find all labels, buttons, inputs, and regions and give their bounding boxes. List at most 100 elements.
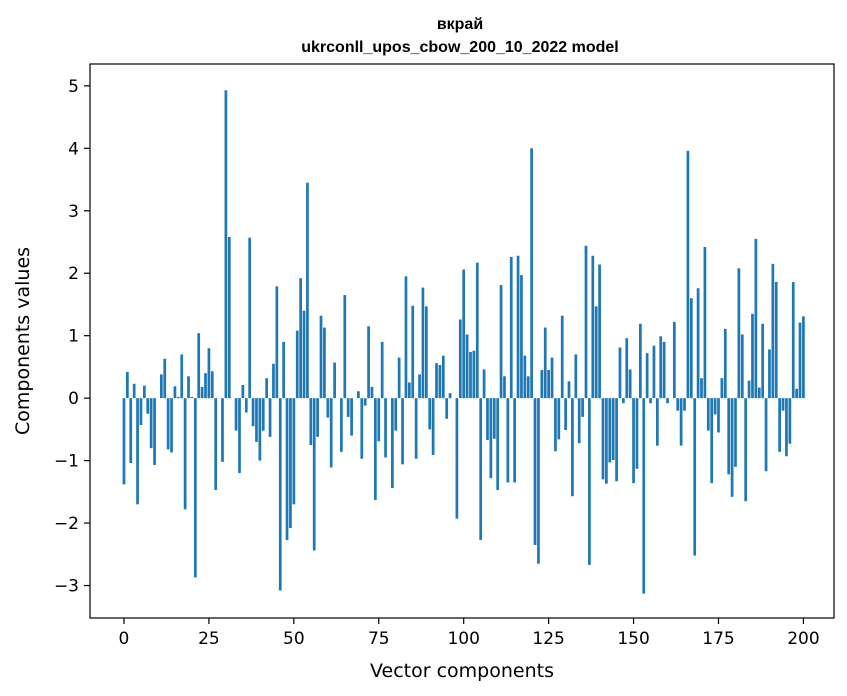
bar — [486, 398, 489, 440]
bar — [421, 287, 425, 399]
bar — [139, 398, 143, 426]
bar — [424, 306, 428, 399]
bar — [251, 398, 255, 427]
bar — [438, 365, 442, 399]
bar — [431, 398, 435, 455]
bar — [323, 327, 326, 399]
bar — [465, 334, 469, 399]
bar — [550, 357, 554, 399]
bar — [333, 362, 336, 399]
bar — [204, 373, 207, 399]
bar — [740, 334, 744, 399]
bar — [407, 382, 411, 399]
bar — [764, 398, 768, 472]
bar — [499, 285, 503, 399]
bar — [700, 378, 703, 399]
bar — [798, 322, 802, 399]
bar — [635, 398, 639, 469]
bar — [285, 398, 289, 540]
bar — [676, 398, 680, 411]
bar — [615, 398, 618, 482]
bar — [757, 387, 761, 399]
bar — [554, 398, 557, 452]
bar — [163, 358, 167, 399]
bar — [401, 398, 404, 465]
bar — [605, 398, 608, 484]
bar — [193, 398, 197, 578]
bar — [258, 398, 262, 461]
bar — [737, 268, 741, 399]
bar — [197, 333, 201, 399]
bar — [479, 398, 483, 540]
bar — [560, 315, 564, 399]
bar — [306, 182, 309, 399]
y-tick-label: −3 — [54, 577, 79, 597]
bar — [703, 247, 707, 399]
bar — [316, 398, 319, 437]
bar — [625, 338, 629, 399]
bar — [594, 306, 598, 399]
x-tick-label: 100 — [447, 629, 479, 649]
bar — [129, 398, 133, 464]
bar — [374, 398, 377, 500]
bar — [414, 398, 418, 459]
bar — [727, 398, 731, 475]
x-tick-label: 150 — [617, 629, 649, 649]
bar — [482, 369, 486, 399]
bar — [496, 398, 500, 490]
bar — [462, 269, 466, 399]
bar — [588, 398, 591, 565]
bar — [628, 369, 632, 399]
x-tick-label: 25 — [198, 629, 220, 649]
bar — [248, 237, 252, 399]
bar — [173, 386, 177, 399]
bar — [659, 336, 663, 399]
bar — [686, 150, 690, 399]
bar — [645, 353, 649, 399]
bar — [581, 398, 584, 417]
bar — [574, 354, 578, 399]
bar — [380, 341, 384, 399]
bar — [122, 398, 126, 485]
bar — [146, 398, 150, 414]
bar — [241, 385, 245, 399]
bar — [428, 398, 432, 430]
bar — [489, 398, 493, 479]
bar — [693, 398, 697, 556]
bar — [723, 328, 727, 399]
bar — [391, 398, 394, 489]
bar — [411, 305, 415, 399]
bar — [278, 398, 282, 591]
bar — [136, 398, 139, 505]
bar — [598, 264, 601, 399]
bar — [492, 398, 496, 439]
bar — [445, 398, 449, 419]
bar — [672, 321, 676, 399]
bar — [340, 398, 343, 452]
bar — [567, 381, 571, 399]
bar — [326, 398, 330, 418]
bar — [781, 398, 785, 411]
bar — [662, 341, 666, 399]
bar — [166, 398, 170, 450]
bar — [774, 281, 778, 399]
bar — [418, 374, 421, 399]
bar — [435, 363, 438, 399]
bar — [282, 341, 285, 399]
bar — [227, 237, 231, 399]
bar — [210, 371, 214, 399]
bar — [520, 275, 523, 399]
bar — [571, 398, 574, 497]
bar — [170, 398, 173, 453]
bar — [360, 398, 364, 459]
y-tick-label: 3 — [68, 202, 79, 222]
bar — [441, 355, 445, 399]
bar — [397, 357, 401, 399]
y-tick-label: 4 — [68, 139, 79, 159]
bar — [706, 398, 710, 431]
bar — [153, 398, 156, 465]
bar — [159, 374, 163, 399]
bar — [149, 398, 153, 449]
bar — [126, 371, 129, 399]
bar — [268, 398, 272, 437]
